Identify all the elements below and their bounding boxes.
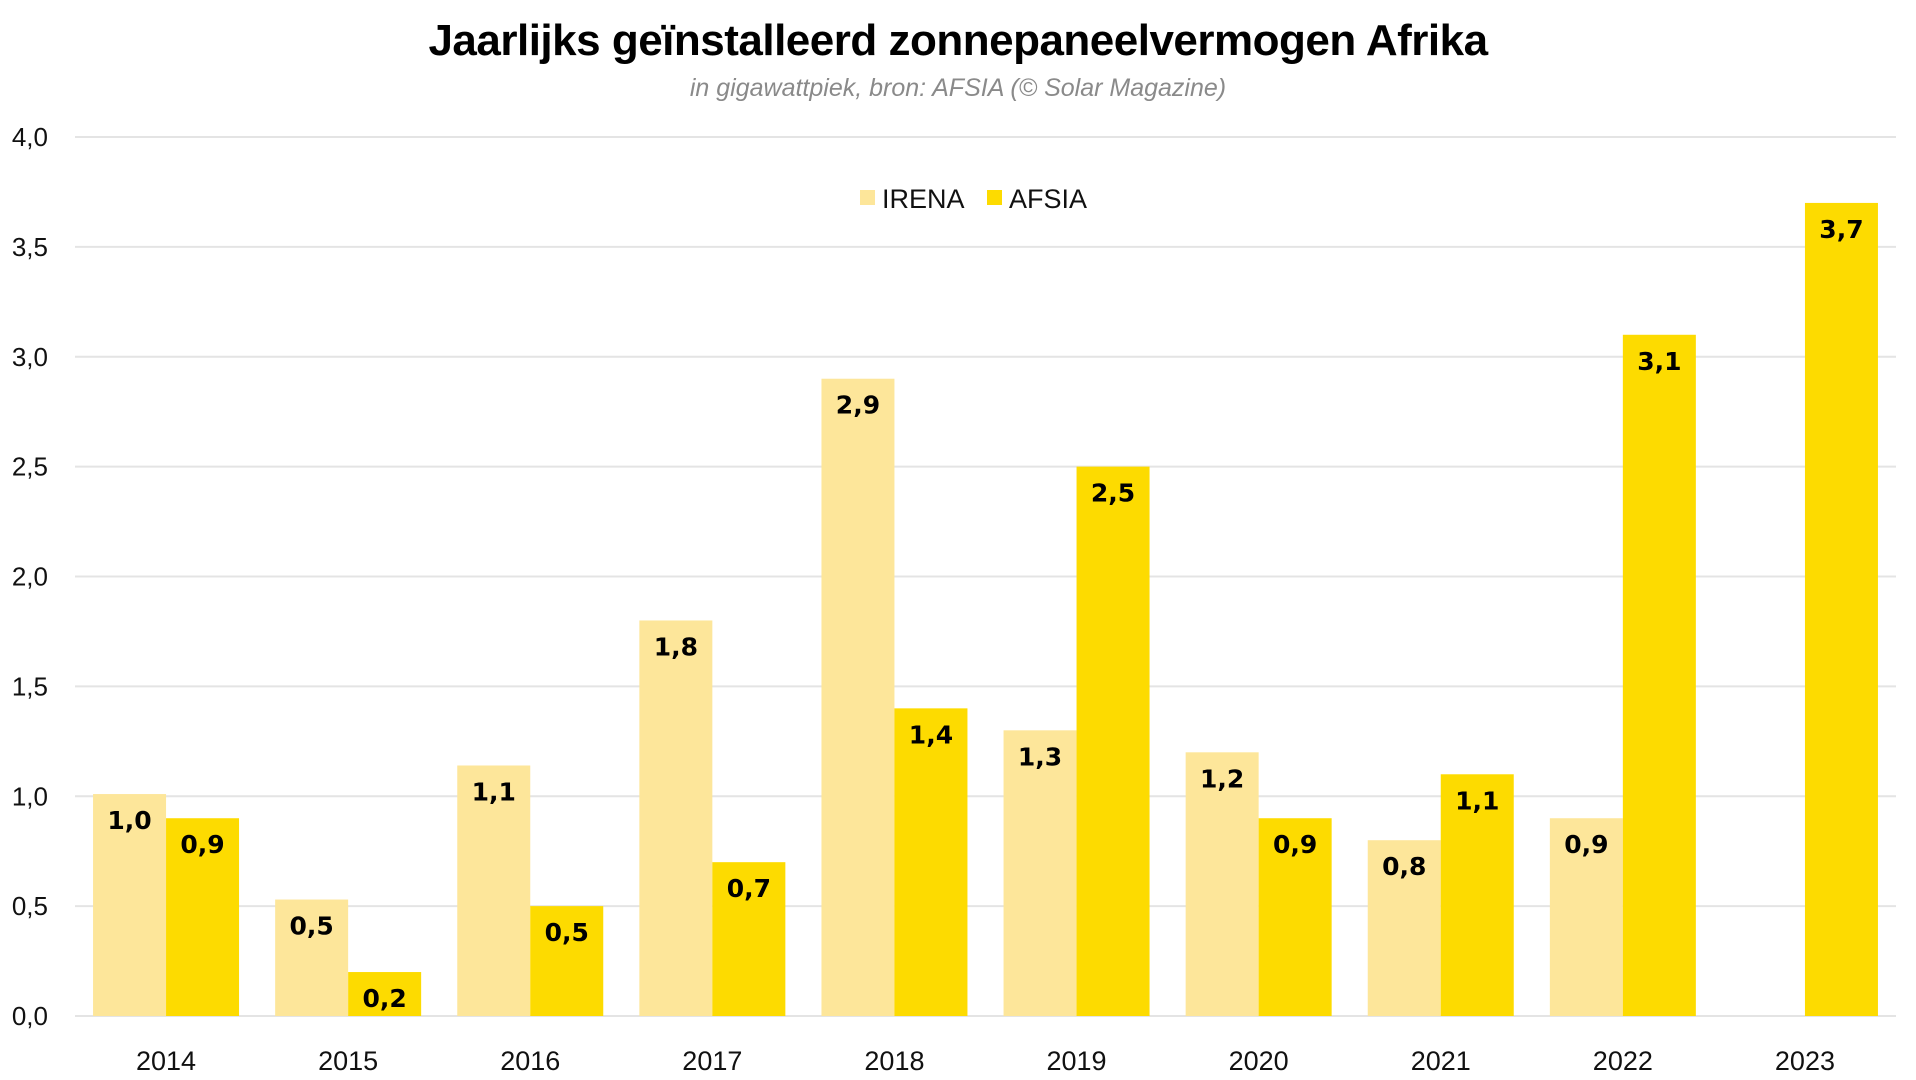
bar-afsia-2014	[166, 818, 240, 1016]
x-category-label: 2023	[1775, 1046, 1835, 1076]
bar-irena-2017	[639, 620, 713, 1016]
bar-afsia-2020	[1258, 818, 1332, 1016]
y-tick-label: 3,5	[12, 232, 48, 262]
data-label-afsia-2016: 0,5	[545, 918, 589, 947]
x-category-label: 2018	[864, 1046, 924, 1076]
data-label-irena-2017: 1,8	[654, 632, 698, 661]
data-label-afsia-2015: 0,2	[363, 984, 407, 1013]
bar-irena-2016	[457, 765, 531, 1016]
y-axis-ticks: 0,0 0,5 1,0 1,5 2,0 2,5 3,0 3,5 4,0	[12, 122, 48, 1031]
data-label-afsia-2023: 3,7	[1819, 215, 1863, 244]
data-label-irena-2016: 1,1	[472, 777, 516, 806]
data-label-irena-2021: 0,8	[1382, 852, 1426, 881]
legend-item-irena[interactable]: IRENA	[860, 184, 965, 214]
bar-irena-2018	[821, 378, 895, 1017]
y-tick-label: 2,0	[12, 562, 48, 592]
data-label-afsia-2022: 3,1	[1637, 347, 1681, 376]
bar-irena-2014	[93, 794, 167, 1016]
x-category-label: 2014	[136, 1046, 196, 1076]
data-label-irena-2014: 1,0	[107, 806, 151, 835]
bar-irena-2021	[1367, 840, 1441, 1016]
legend-label: IRENA	[882, 184, 965, 214]
data-label-afsia-2020: 0,9	[1273, 830, 1317, 859]
y-tick-label: 1,0	[12, 781, 48, 811]
y-tick-label: 0,0	[12, 1001, 48, 1031]
data-label-afsia-2018: 1,4	[909, 720, 953, 749]
bar-irena-2020	[1185, 752, 1259, 1016]
bar-afsia-2018	[894, 708, 968, 1016]
bar-afsia-2015	[348, 972, 422, 1016]
data-label-irena-2018: 2,9	[836, 391, 880, 420]
data-label-irena-2020: 1,2	[1200, 764, 1244, 793]
data-label-afsia-2017: 0,7	[727, 874, 771, 903]
legend-item-afsia[interactable]: AFSIA	[987, 184, 1087, 214]
x-category-label: 2022	[1593, 1046, 1653, 1076]
x-category-label: 2020	[1229, 1046, 1289, 1076]
y-tick-label: 1,5	[12, 671, 48, 701]
y-tick-label: 3,0	[12, 342, 48, 372]
legend: IRENA AFSIA	[860, 184, 1087, 214]
bar-irena-2015	[275, 899, 349, 1016]
legend-swatch	[860, 190, 875, 205]
chart-title: Jaarlijks geïnstalleerd zonnepaneelvermo…	[428, 16, 1488, 65]
data-labels: 1,0 0,9 0,5 0,2 1,1 0,5 1,8 0,7 2,9 1,4 1,3 2,5 1,2 0…	[107, 215, 1863, 1013]
data-label-afsia-2019: 2,5	[1091, 479, 1135, 508]
data-label-irena-2019: 1,3	[1018, 742, 1062, 771]
y-tick-label: 2,5	[12, 452, 48, 482]
bar-irena-2019	[1003, 730, 1077, 1016]
bar-afsia-2023	[1804, 202, 1878, 1017]
bar-afsia-2017	[712, 862, 786, 1016]
data-label-irena-2022: 0,9	[1564, 830, 1608, 859]
x-axis-categories: 2014 2015 2016 2017 2018 2019 2020 2021 2022 2023	[136, 1046, 1835, 1076]
legend-label: AFSIA	[1009, 184, 1087, 214]
x-category-label: 2015	[318, 1046, 378, 1076]
bars	[93, 202, 1878, 1017]
data-label-irena-2015: 0,5	[290, 912, 334, 941]
data-label-afsia-2021: 1,1	[1455, 786, 1499, 815]
x-category-label: 2017	[682, 1046, 742, 1076]
x-category-label: 2019	[1047, 1046, 1107, 1076]
bar-afsia-2016	[530, 906, 604, 1016]
chart-subtitle: in gigawattpiek, bron: AFSIA (© Solar Ma…	[689, 74, 1227, 102]
legend-swatch	[987, 190, 1002, 205]
x-category-label: 2021	[1411, 1046, 1471, 1076]
bar-afsia-2021	[1440, 774, 1514, 1016]
gridlines	[75, 136, 1896, 1017]
x-category-label: 2016	[500, 1046, 560, 1076]
bar-afsia-2019	[1076, 466, 1150, 1016]
y-tick-label: 0,5	[12, 891, 48, 921]
bar-irena-2022	[1549, 818, 1623, 1016]
data-label-afsia-2014: 0,9	[180, 830, 224, 859]
bar-afsia-2022	[1622, 334, 1696, 1016]
y-tick-label: 4,0	[12, 122, 48, 152]
